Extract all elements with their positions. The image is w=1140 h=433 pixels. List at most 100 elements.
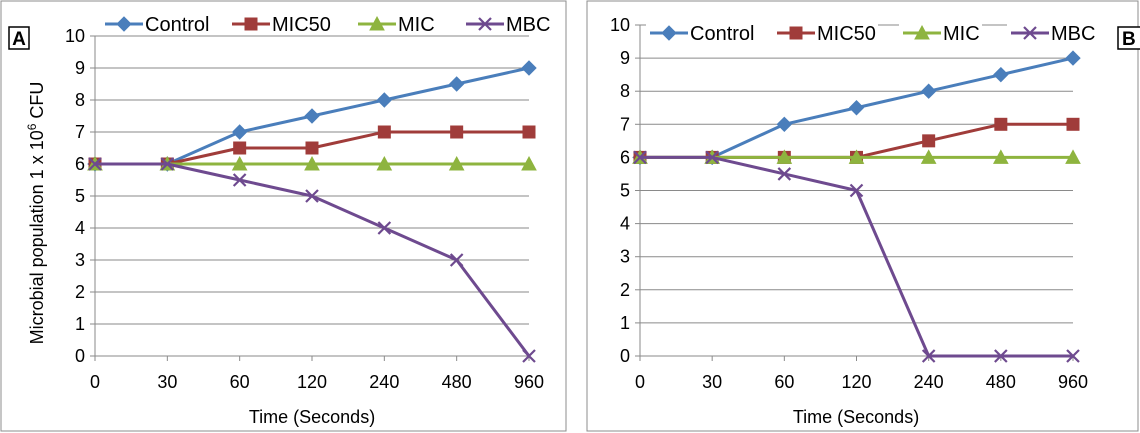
panel-b-xtick-label: 960 <box>1058 372 1088 392</box>
panel-b-series-mic-point <box>920 149 937 164</box>
panel-a-series-mbc-point <box>305 189 319 203</box>
panel-a-ytick-label: 4 <box>75 218 85 238</box>
panel-a-legend-mbc-label: MBC <box>506 14 550 36</box>
panel-b-series-mic50-point <box>994 117 1008 131</box>
panel-a-legend-mbc-marker <box>478 17 492 31</box>
panel-b-series-mic50-point <box>922 134 936 148</box>
panel-b-label-box <box>1117 26 1140 50</box>
panel-a-series-mic50-point <box>377 125 391 139</box>
panel-b-series-control-point <box>920 83 937 99</box>
panel-b-series-mic-point <box>776 149 793 164</box>
panel-a-ytick-label: 0 <box>75 346 85 366</box>
panel-b-legend-mbc-marker <box>1023 26 1037 40</box>
panel-a-series-mic-point <box>521 155 537 171</box>
panel-b-ytick-label: 5 <box>620 181 630 201</box>
panel-b-legend-mbc-label: MBC <box>1051 23 1095 45</box>
panel-a-series-mic-point <box>376 155 393 171</box>
panel-a-label-box <box>8 26 30 50</box>
panel-b-xtick-label: 480 <box>986 372 1016 392</box>
panel-b-ytick-label: 8 <box>620 81 630 101</box>
panel-a-legend-mic-marker <box>369 15 385 31</box>
panel-b-series-control-point <box>848 100 865 116</box>
panel-a-ylabel: Microbial population 1 x 106 CFU <box>25 82 47 345</box>
panel-b-series-mbc-point <box>633 150 647 165</box>
panel-b-xlabel: Time (Seconds) <box>793 407 919 427</box>
panel-b-ytick-label: 9 <box>620 48 630 68</box>
panel-a-ytick-label: 8 <box>75 90 85 110</box>
panel-a-ytick-label: 1 <box>75 314 85 334</box>
panel-b-ytick-label: 1 <box>620 313 630 333</box>
panel-b-legend-mic-label: MIC <box>943 23 980 45</box>
panel-b-series-mbc-point <box>994 349 1008 363</box>
panel-a-series-mic50-point <box>522 125 536 139</box>
panel-a-series-control-point <box>448 76 465 92</box>
panel-a-series-control-point <box>376 92 393 108</box>
panel-b-ytick-label: 10 <box>610 15 630 35</box>
panel-b-series-mbc-point <box>1066 349 1080 363</box>
panel-a-series-control-point <box>304 108 320 124</box>
panel-b-ytick-label: 4 <box>620 214 630 234</box>
panel-b-legend-mic50-label: MIC50 <box>817 23 876 45</box>
panel-a-xtick-label: 960 <box>514 372 544 392</box>
panel-a-xtick-label: 0 <box>90 372 100 392</box>
panel-a-series-mic-point <box>448 155 465 171</box>
panel-a-ytick-label: 5 <box>75 186 85 206</box>
panel-a-xtick-label: 120 <box>297 372 327 392</box>
panel-a-ytick-label: 2 <box>75 282 85 302</box>
panel-a-series-mbc-point <box>160 157 175 171</box>
panel-b-chart: 0 1 2 3 4 5 6 7 8 9 10 0 30 60 120 240 480 960 Time (Secon… <box>610 15 1095 427</box>
panel-b-xtick-label: 30 <box>702 372 722 392</box>
panel-b-ytick-label: 7 <box>620 114 630 134</box>
panel-a-series-mic50-point <box>233 141 247 155</box>
panel-a-series-control-point <box>231 124 248 140</box>
panel-a-series-mic-point <box>304 155 320 171</box>
panel-b-legend-mic-marker <box>914 24 930 40</box>
panel-a-series-mbc-point <box>522 349 536 363</box>
panel-a-xtick-label: 30 <box>157 372 177 392</box>
panel-b-legend-mic50-marker <box>789 26 803 40</box>
panel-a-series-mic50-point <box>450 125 464 139</box>
panel-a-legend-mic-label: MIC <box>398 14 435 36</box>
panel-b-series-mic-point <box>992 149 1009 164</box>
panel-a-ytick-label: 10 <box>65 26 85 46</box>
panel-b-series-mic-point <box>848 149 865 164</box>
panel-a-ylabel-superscript: 6 <box>25 123 39 130</box>
panel-a-series-mic50-point <box>305 141 319 155</box>
panel-a-ytick-label: 3 <box>75 250 85 270</box>
panel-a-xtick-label: 60 <box>230 372 250 392</box>
panel-b-ytick-label: 2 <box>620 280 630 300</box>
panel-b-series-mbc-point <box>849 183 864 198</box>
panel-b-xtick-label: 0 <box>635 372 645 392</box>
panel-b-ytick-label: 0 <box>620 346 630 366</box>
panel-b-label: B <box>1122 29 1136 50</box>
panel-b-series-control-point <box>1065 50 1081 66</box>
panel-b-series-control-point <box>776 116 793 133</box>
panel-b-series-mbc-point <box>705 150 719 165</box>
panel-a-xtick-label: 480 <box>442 372 472 392</box>
panel-a-series-mbc-point <box>449 253 464 267</box>
panel-a-xtick-label: 240 <box>369 372 399 392</box>
panel-b-series-mic-point <box>1065 149 1081 164</box>
panel-b-xtick-label: 120 <box>841 372 871 392</box>
panel-a-label: A <box>12 29 26 50</box>
panel-a-ytick-label: 9 <box>75 58 85 78</box>
panel-a-chart: 0 1 2 3 4 5 6 7 8 9 10 0 30 60 120 240 480 960 Time (Secon… <box>65 11 550 427</box>
panel-b-ytick-label: 6 <box>620 147 630 167</box>
panel-b-xtick-label: 240 <box>914 372 944 392</box>
panel-b-series-mbc-point <box>777 167 792 181</box>
panel-a-legend-mic50-marker <box>244 17 258 31</box>
panel-a-legend-mic50-label: MIC50 <box>272 14 331 36</box>
panel-b-series-control-point <box>993 66 1009 83</box>
panel-a-legend-control-marker <box>116 16 132 32</box>
panel-b-xtick-label: 60 <box>774 372 794 392</box>
panel-a-series-mbc-point <box>232 173 247 187</box>
panel-a-ytick-label: 7 <box>75 122 85 142</box>
panel-b-series-mic50-point <box>1066 117 1080 131</box>
panel-a-series-mbc-point <box>88 157 102 171</box>
panel-a-series-control-point <box>521 60 537 76</box>
panel-b-series-mbc-point <box>921 349 936 363</box>
panel-a-ylabel-suffix: CFU <box>27 82 47 124</box>
panel-a-xlabel: Time (Seconds) <box>249 407 375 427</box>
panel-a-series-mbc-point <box>377 221 392 235</box>
